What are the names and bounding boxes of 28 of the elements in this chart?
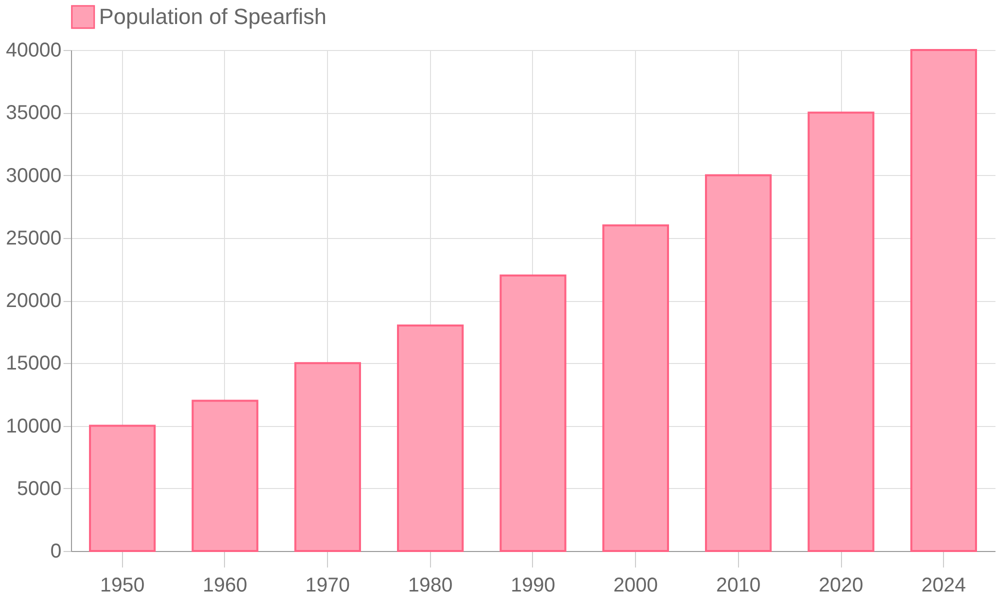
y-tick-label: 35000 [6,102,62,124]
bar [294,362,362,552]
x-tick-label: 2020 [818,574,864,596]
x-tick-label: 1950 [100,574,145,596]
bar [704,174,772,552]
bar [192,400,258,552]
bar [602,224,670,552]
x-tick-label: 2024 [921,574,966,596]
x-tick-label: 1980 [408,574,453,596]
legend-label: Population of Spearfish [99,4,326,29]
bar [808,112,874,552]
x-tick-label: 2000 [613,574,658,596]
bar [88,424,156,552]
bar [910,49,978,552]
y-tick-label: 15000 [6,352,62,375]
x-tick-label: 2010 [716,574,761,596]
y-tick-label: 25000 [6,227,62,250]
bar [500,274,566,552]
y-tick-label: 30000 [6,164,62,187]
x-tick-label: 1990 [510,574,556,596]
y-tick-label: 40000 [6,40,62,62]
y-tick-label: 5000 [17,478,62,500]
x-tick-label: 1970 [305,574,350,596]
y-tick-label: 10000 [6,415,62,438]
bar [396,324,464,552]
y-tick-label: 20000 [6,290,62,312]
y-tick-label: 0 [50,540,62,562]
x-tick-label: 1960 [202,574,248,596]
